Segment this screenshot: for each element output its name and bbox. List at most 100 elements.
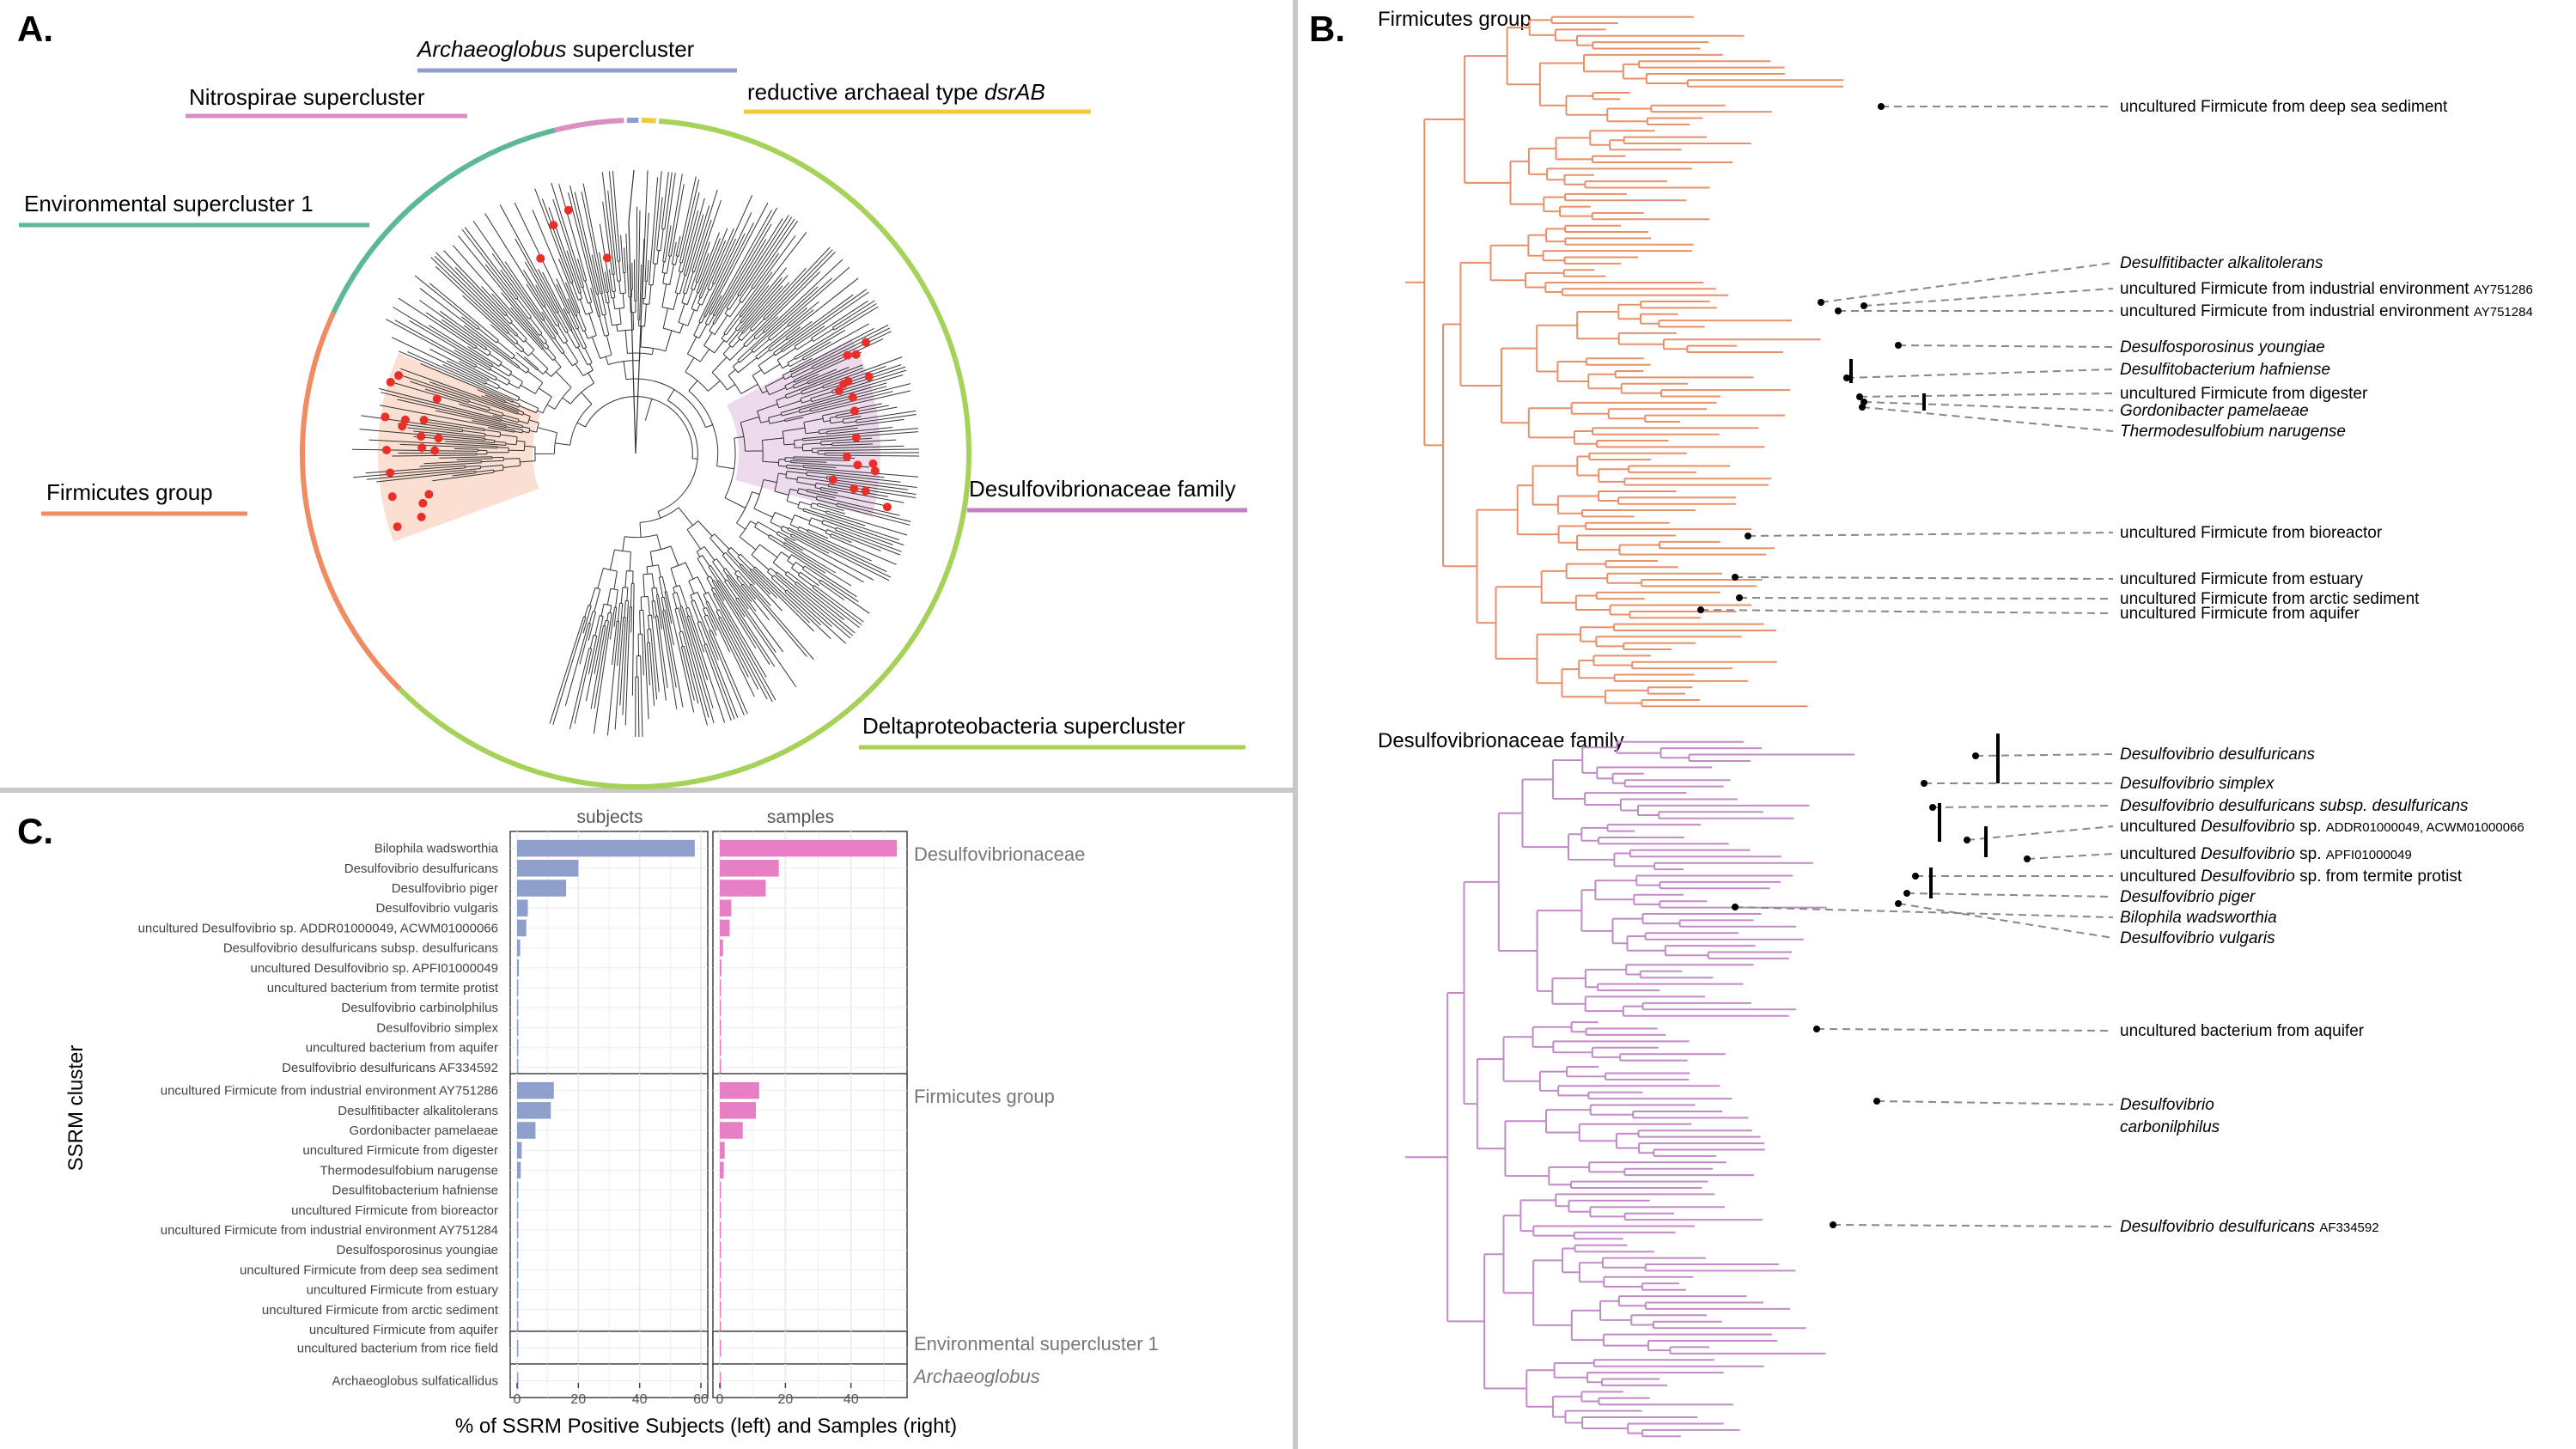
- x-tick-label: 40: [843, 1392, 859, 1407]
- bar-subjects: [517, 939, 521, 957]
- firmicutes-tip-dot-10: [1732, 574, 1739, 581]
- label-firmicutes-group: Firmicutes group: [46, 479, 213, 505]
- desulfovibrionaceae-tip-label-8: Desulfovibrio vulgaris: [2120, 929, 2275, 947]
- ssrm-hit-point: [848, 393, 857, 402]
- category-label: Archaeoglobus sulfaticallidus: [332, 1374, 498, 1389]
- bar-samples: [720, 1102, 756, 1119]
- desulfovibrionaceae-tip-label-2: Desulfovibrio desulfuricans subsp. desul…: [2120, 797, 2469, 815]
- category-label: Desulfovibrio vulgaris: [375, 901, 498, 916]
- desulfovibrionaceae-leader-2: [1932, 805, 2114, 808]
- category-label: Desulfitobacterium hafniense: [332, 1184, 498, 1198]
- desulfovibrionaceae-tip-dot-6: [1903, 890, 1910, 897]
- firmicutes-tip-dot-11: [1736, 594, 1743, 601]
- firmicutes-tip-label-6: uncultured Firmicute from digester: [2120, 385, 2368, 403]
- ssrm-hit-point: [424, 490, 434, 499]
- x-axis-title: % of SSRM Positive Subjects (left) and S…: [455, 1415, 957, 1438]
- ring-reductive: [641, 118, 656, 124]
- ssrm-hit-point: [417, 443, 427, 453]
- circular-phylogenetic-tree: [300, 118, 971, 789]
- ssrm-hit-point: [430, 446, 440, 455]
- panel-c-letter: C.: [17, 811, 53, 851]
- bar-samples: [720, 899, 732, 916]
- bar-samples: [720, 1038, 722, 1056]
- desulfovibrionaceae-leader-10: [1876, 1100, 2114, 1105]
- firmicutes-tip-label-1: Desulfitibacter alkalitolerans: [2120, 254, 2323, 272]
- firmicutes-tip-dot-4: [1895, 342, 1902, 349]
- firmicutes-tip-label-3: uncultured Firmicute from industrial env…: [2120, 302, 2533, 320]
- firmicutes-tip-dot-12: [1697, 606, 1704, 613]
- ssrm-hit-point: [850, 484, 859, 493]
- desulfovibrionaceae-tip-label-5: uncultured Desulfovibrio sp. from termit…: [2120, 868, 2463, 886]
- desulfovibrionaceae-tip-label-3: uncultured Desulfovibrio sp. ADDR0100004…: [2120, 818, 2524, 836]
- ssrm-hit-point: [386, 377, 395, 387]
- bar-subjects: [517, 919, 527, 937]
- category-label: Desulfovibrio simplex: [376, 1020, 498, 1035]
- category-label: uncultured bacterium from termite protis…: [267, 981, 499, 995]
- strip-samples: samples: [767, 807, 834, 827]
- category-label: Desulfosporosinus youngiae: [337, 1243, 498, 1257]
- ssrm-hit-point: [432, 394, 442, 404]
- category-label: uncultured bacterium from aquifer: [306, 1041, 498, 1056]
- firmicutes-highlight-wedge: [378, 352, 541, 542]
- firmicutes-tree-title: Firmicutes group: [1378, 8, 1532, 31]
- category-label: Desulfovibrio piger: [392, 881, 498, 896]
- firmicutes-tree: [1405, 15, 1844, 708]
- bar-subjects: [517, 1261, 519, 1279]
- bar-subjects: [517, 1161, 521, 1179]
- bar-subjects: [517, 1122, 536, 1139]
- bar-samples: [720, 860, 779, 877]
- firmicutes-tip-label-4: Desulfosporosinus youngiae: [2120, 338, 2325, 356]
- ssrm-hit-point: [843, 377, 853, 387]
- desulfovibrionaceae-tip-label-11: carbonilphilus: [2120, 1118, 2220, 1136]
- tree-branches: [351, 170, 920, 738]
- bar-subjects: [517, 959, 520, 977]
- category-label: uncultured Firmicute from bioreactor: [291, 1203, 498, 1218]
- bar-samples: [720, 1339, 722, 1357]
- desulfovibrionaceae-tip-dot-8: [1895, 900, 1902, 907]
- firmicutes-tip-label-7: Gordonibacter pamelaeae: [2120, 402, 2309, 420]
- bar-samples: [720, 999, 722, 1016]
- bar-subjects: [517, 1281, 519, 1299]
- x-tick-label: 20: [570, 1392, 586, 1407]
- tree-tip-labels: uncultured Firmicute from deep sea sedim…: [1697, 98, 2533, 1236]
- desulfovibrionaceae-leader-6: [1906, 892, 2114, 898]
- desulfovibrionaceae-leader-4: [2026, 853, 2114, 860]
- facet-label: Archaeoglobus: [912, 1366, 1040, 1387]
- bar-subjects: [517, 860, 579, 877]
- ssrm-hit-point: [843, 452, 852, 461]
- desulfovibrionaceae-leader-8: [1897, 903, 2114, 939]
- bar-samples: [720, 1181, 722, 1199]
- bar-subjects: [517, 1059, 519, 1076]
- desulfovibrionaceae-tip-dot-12: [1830, 1221, 1836, 1228]
- firmicutes-tip-label-12: uncultured Firmicute from aquifer: [2120, 605, 2360, 623]
- bar-subjects: [517, 1038, 519, 1056]
- x-tick-label: 40: [632, 1392, 648, 1407]
- ssrm-hit-point: [843, 350, 852, 360]
- ssrm-hit-point: [861, 338, 870, 347]
- category-label: Bilophila wadsworthia: [375, 842, 499, 856]
- firmicutes-tip-label-10: uncultured Firmicute from estuary: [2120, 570, 2363, 588]
- ssrm-hit-point: [417, 512, 426, 521]
- firmicutes-leader-11: [1739, 597, 2114, 600]
- bar-samples: [720, 959, 722, 977]
- bar-subjects: [517, 1321, 519, 1338]
- ssrm-hit-point: [549, 221, 558, 230]
- category-label: Gordonibacter pamelaeae: [350, 1123, 498, 1138]
- category-label: uncultured Firmicute from estuary: [307, 1283, 499, 1298]
- desulfovibrionaceae-tip-dot-9: [1813, 1026, 1820, 1032]
- panel-a: A. Archaeoglobus supercluster Nitrospira…: [17, 9, 1247, 789]
- firmicutes-leader-2: [1863, 288, 2114, 307]
- bar-subjects: [517, 999, 519, 1016]
- label-nitrospirae: Nitrospirae supercluster: [189, 84, 425, 110]
- bar-samples: [720, 839, 898, 857]
- label-deltaproteobacteria-supercluster: Deltaproteobacteria supercluster: [862, 713, 1185, 739]
- firmicutes-tip-label-11: uncultured Firmicute from arctic sedimen…: [2120, 590, 2420, 608]
- ssrm-hit-point: [418, 498, 428, 508]
- desulfovibrionaceae-tip-dot-3: [1964, 837, 1970, 843]
- firmicutes-leader-9: [1747, 532, 2114, 537]
- bar-subjects: [517, 1241, 519, 1258]
- ssrm-hit-point: [417, 431, 426, 441]
- category-label: uncultured Desulfovibrio sp. ADDR0100004…: [138, 921, 498, 935]
- firmicutes-leader-5: [1846, 368, 2114, 379]
- ssrm-hit-point: [386, 468, 395, 478]
